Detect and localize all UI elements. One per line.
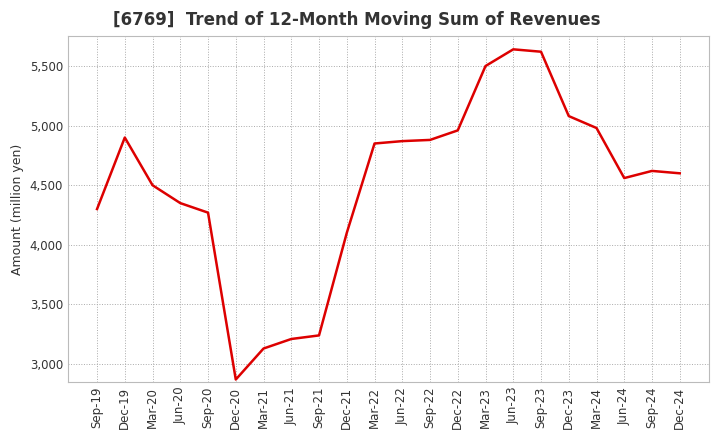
Y-axis label: Amount (million yen): Amount (million yen) [11,143,24,275]
Text: [6769]  Trend of 12-Month Moving Sum of Revenues: [6769] Trend of 12-Month Moving Sum of R… [113,11,600,29]
